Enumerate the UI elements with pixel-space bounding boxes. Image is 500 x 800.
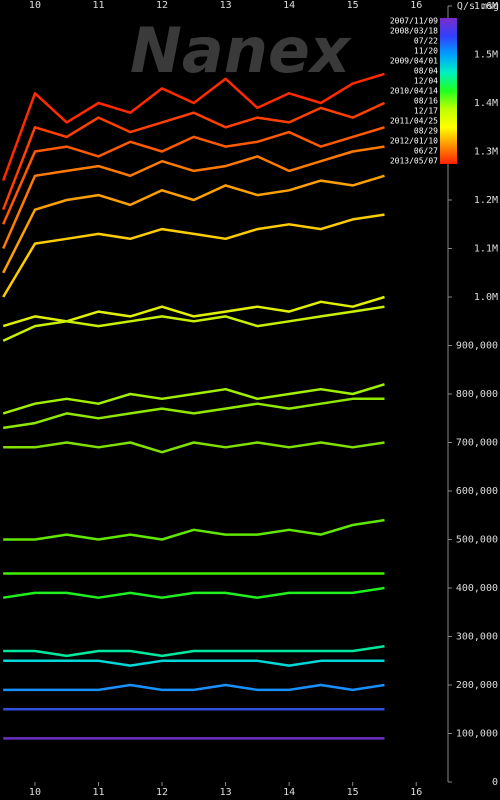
colorbar-label: 2008/03/18 bbox=[390, 27, 438, 36]
series-line bbox=[2, 101, 386, 211]
series-line bbox=[2, 174, 385, 274]
colorbar-label: 2009/04/01 bbox=[390, 57, 438, 66]
colorbar-label: 2013/05/07 bbox=[390, 157, 438, 166]
series-line bbox=[3, 659, 385, 667]
series-line bbox=[2, 145, 385, 250]
x-tick-label: 15 bbox=[347, 787, 359, 798]
x-tick-label: 10 bbox=[29, 787, 41, 798]
y-tick-label: 800,000 bbox=[456, 389, 498, 400]
y-axis-label: Q/s msg bbox=[457, 1, 499, 12]
colorbar-label: 12/17 bbox=[414, 107, 438, 116]
colorbar bbox=[440, 18, 457, 164]
colorbar-label: 2011/04/25 bbox=[390, 117, 438, 126]
x-tick-label-top: 14 bbox=[283, 0, 295, 11]
y-tick-label: 300,000 bbox=[456, 632, 498, 643]
x-tick-label: 14 bbox=[283, 787, 295, 798]
colorbar-label: 08/16 bbox=[414, 97, 438, 106]
y-tick-label: 1.5M bbox=[474, 50, 498, 61]
watermark: Nanex bbox=[130, 14, 352, 87]
series-line bbox=[2, 383, 385, 415]
y-tick-label: 1.2M bbox=[474, 195, 498, 206]
y-tick-label: 900,000 bbox=[456, 341, 498, 352]
colorbar-label: 2010/04/14 bbox=[390, 87, 438, 96]
series-line bbox=[2, 126, 385, 225]
y-tick-label: 200,000 bbox=[456, 680, 498, 691]
colorbar-label: 11/20 bbox=[414, 47, 438, 56]
series-line bbox=[3, 518, 385, 541]
colorbar-label: 06/27 bbox=[414, 147, 438, 156]
colorbar-label: 2007/11/09 bbox=[390, 17, 438, 26]
y-tick-label: 0 bbox=[492, 777, 498, 788]
x-tick-label-top: 16 bbox=[410, 0, 422, 11]
y-tick-label: 400,000 bbox=[456, 583, 498, 594]
series-line bbox=[2, 305, 385, 342]
y-tick-label: 1.3M bbox=[474, 147, 498, 158]
x-tick-label: 12 bbox=[156, 787, 168, 798]
series-line bbox=[2, 72, 385, 182]
y-tick-label: 500,000 bbox=[456, 535, 498, 546]
x-tick-label-top: 12 bbox=[156, 0, 168, 11]
y-tick-label: 100,000 bbox=[456, 729, 498, 740]
x-tick-label: 13 bbox=[220, 787, 232, 798]
series-line bbox=[3, 586, 385, 599]
x-tick-label-top: 15 bbox=[347, 0, 359, 11]
series-line bbox=[2, 213, 385, 298]
x-tick-label-top: 10 bbox=[29, 0, 41, 11]
series-line bbox=[3, 644, 385, 658]
y-tick-label: 1.1M bbox=[474, 244, 498, 255]
y-tick-label: 700,000 bbox=[456, 438, 498, 449]
y-tick-label: 1.4M bbox=[474, 98, 498, 109]
x-tick-label-top: 11 bbox=[92, 0, 104, 11]
colorbar-label: 12/04 bbox=[414, 77, 438, 86]
colorbar-label: 08/04 bbox=[414, 67, 438, 76]
series-line bbox=[3, 397, 385, 430]
x-tick-label: 16 bbox=[410, 787, 422, 798]
y-tick-label: 600,000 bbox=[456, 486, 498, 497]
series-line bbox=[3, 441, 385, 454]
y-tick-label: 1.6M bbox=[474, 1, 498, 12]
x-tick-label-top: 13 bbox=[220, 0, 232, 11]
series-line bbox=[3, 683, 385, 692]
colorbar-label: 07/22 bbox=[414, 37, 438, 46]
x-tick-label: 11 bbox=[92, 787, 104, 798]
colorbar-label: 2012/01/10 bbox=[390, 137, 438, 146]
y-tick-label: 1.0M bbox=[474, 292, 498, 303]
colorbar-label: 08/29 bbox=[414, 127, 438, 136]
